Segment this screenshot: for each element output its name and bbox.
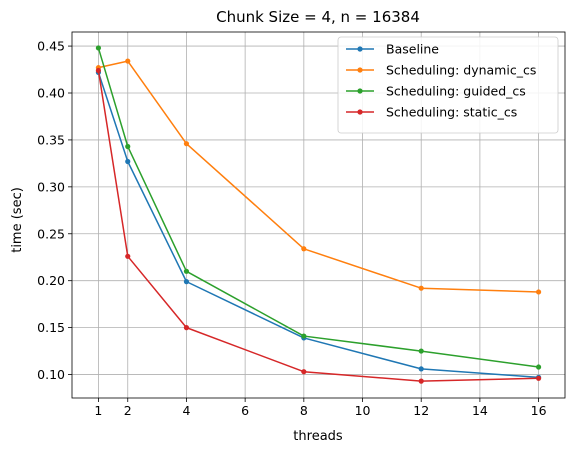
- data-point: [418, 285, 424, 291]
- plot-frame: [71, 31, 566, 399]
- chart-title: Chunk Size = 4, n = 16384: [216, 8, 420, 26]
- data-point: [301, 333, 307, 339]
- legend-label: Scheduling: dynamic_cs: [386, 63, 536, 78]
- data-point: [183, 268, 190, 274]
- data-point: [125, 158, 131, 165]
- data-point: [301, 369, 307, 375]
- x-tick-label: 14: [472, 403, 488, 418]
- y-tick-label: 0.45: [37, 39, 65, 54]
- legend-marker: [357, 46, 363, 52]
- legend-label: Scheduling: guided_cs: [386, 84, 526, 99]
- data-point: [183, 279, 190, 285]
- data-point: [301, 246, 307, 252]
- data-point: [535, 289, 542, 295]
- y-axis-label: time (sec): [10, 187, 25, 253]
- x-tick-label: 6: [241, 403, 249, 418]
- data-point: [125, 253, 131, 259]
- series-line-3: [97, 70, 539, 382]
- x-tick-label: 1: [94, 403, 102, 418]
- data-point: [535, 364, 542, 370]
- y-tick-label: 0.15: [37, 320, 65, 335]
- y-axis-ticks: 0.10 0.15 0.20 0.25 0.30 0.35 0.40 0.45: [37, 39, 72, 382]
- series-line-2: [97, 47, 539, 368]
- y-tick-label: 0.30: [37, 179, 65, 194]
- y-tick-label: 0.20: [37, 273, 65, 288]
- legend-label: Scheduling: static_cs: [386, 105, 517, 120]
- series-line-0: [97, 72, 539, 379]
- series-lines: [95, 45, 542, 384]
- series-line-1: [98, 60, 539, 293]
- x-tick-label: 16: [531, 403, 547, 418]
- data-point: [418, 366, 424, 372]
- y-tick-label: 0.10: [37, 367, 65, 382]
- data-point: [125, 143, 131, 150]
- data-point: [418, 348, 424, 354]
- data-point: [183, 325, 190, 331]
- y-tick-label: 0.25: [37, 226, 65, 241]
- x-tick-label: 4: [182, 403, 190, 418]
- y-tick-label: 0.35: [37, 132, 65, 147]
- x-axis-ticks: 1 2 4 6 8 10 12 14 16: [94, 398, 547, 418]
- x-tick-label: 2: [124, 403, 132, 418]
- legend: Baseline Scheduling: dynamic_cs Scheduling…: [337, 36, 559, 134]
- y-tick-label: 0.40: [37, 86, 65, 101]
- legend-label: Baseline: [386, 42, 439, 57]
- data-point: [535, 375, 542, 381]
- legend-marker: [357, 88, 363, 94]
- data-point: [95, 67, 102, 74]
- legend-marker: [357, 109, 363, 115]
- legend-box: [337, 36, 559, 134]
- x-tick-label: 12: [413, 403, 429, 418]
- data-point: [95, 45, 102, 51]
- x-axis-label: threads: [293, 429, 343, 444]
- x-tick-label: 10: [355, 403, 371, 418]
- data-point: [125, 58, 131, 64]
- data-point: [418, 378, 424, 384]
- data-point: [183, 141, 190, 147]
- legend-marker: [357, 67, 363, 73]
- x-tick-label: 8: [300, 403, 308, 418]
